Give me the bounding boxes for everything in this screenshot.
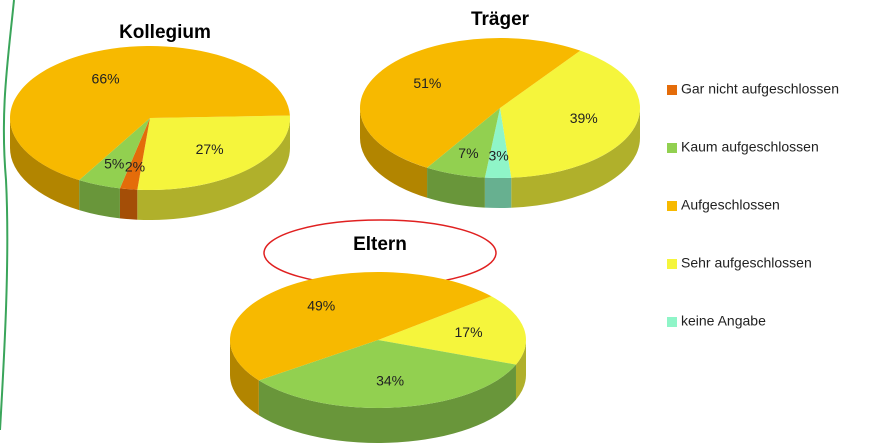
legend-swatch — [667, 259, 677, 269]
slice-side — [484, 177, 512, 208]
value-label: 17% — [455, 324, 483, 340]
slice-top — [137, 115, 290, 190]
legend-label: Gar nicht aufgeschlossen — [681, 81, 839, 97]
value-label: 39% — [570, 110, 598, 126]
slice-top — [500, 50, 641, 178]
value-label: 5% — [104, 156, 124, 172]
value-label: 51% — [413, 75, 441, 91]
pie-slice — [378, 296, 526, 400]
pie-slice — [500, 50, 641, 208]
slice-side — [511, 108, 640, 208]
slice-top — [359, 37, 581, 168]
slice-top — [258, 340, 516, 409]
pie-slice — [427, 108, 500, 208]
legend-swatch — [667, 201, 677, 211]
value-label: 66% — [92, 70, 120, 86]
slice-top — [119, 118, 150, 190]
legend-swatch — [667, 85, 677, 95]
value-label: 27% — [196, 141, 224, 157]
legend-swatch — [667, 317, 677, 327]
pie-slice — [230, 272, 492, 416]
slice-side — [79, 180, 120, 219]
slice-top — [484, 108, 512, 178]
slice-side — [119, 188, 138, 220]
slice-side — [230, 340, 259, 416]
legend-swatch — [667, 143, 677, 153]
pie-slice — [137, 115, 290, 220]
slice-top — [230, 272, 492, 381]
value-label: 2% — [125, 159, 145, 175]
pie-slice — [79, 118, 150, 219]
decor-curve — [0, 0, 15, 431]
slice-side — [137, 118, 290, 220]
legend-label: Kaum aufgeschlossen — [681, 139, 819, 155]
slice-top — [10, 45, 290, 181]
legend-label: Aufgeschlossen — [681, 197, 780, 213]
slice-side — [427, 167, 485, 208]
pie-slice — [119, 118, 150, 220]
chart-title: Eltern — [353, 234, 407, 255]
pie-slice — [359, 37, 581, 198]
chart-title: Träger — [471, 9, 530, 30]
chart-title: Kollegium — [119, 22, 211, 43]
value-label: 49% — [307, 298, 335, 314]
pie-slice — [258, 340, 516, 443]
legend-label: keine Angabe — [681, 313, 766, 329]
pie-slice — [10, 45, 290, 211]
slice-top — [378, 296, 526, 365]
slice-top — [79, 118, 150, 189]
pie-slice — [484, 108, 512, 208]
slice-side — [10, 118, 80, 211]
value-label: 7% — [458, 145, 478, 161]
value-label: 34% — [376, 372, 404, 388]
slice-side — [515, 340, 526, 400]
slice-top — [427, 108, 500, 178]
value-label: 3% — [489, 148, 509, 164]
slice-side — [360, 108, 428, 198]
legend-label: Sehr aufgeschlossen — [681, 255, 812, 271]
slice-side — [258, 364, 516, 443]
